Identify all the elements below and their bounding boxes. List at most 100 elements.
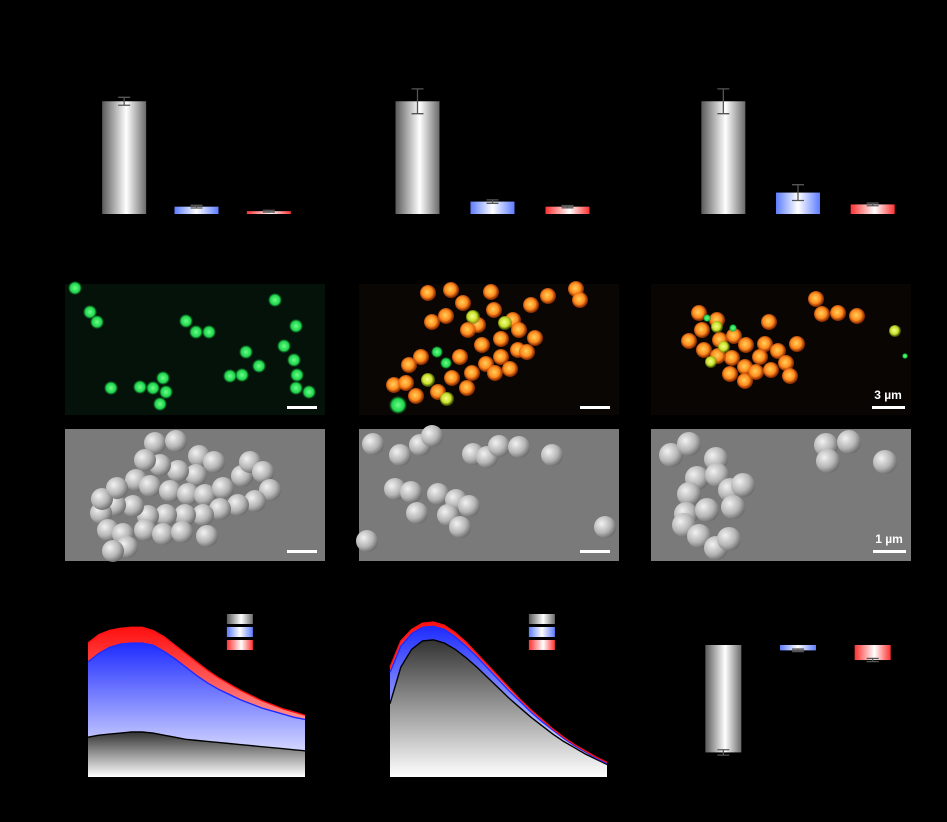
cell	[486, 302, 502, 318]
cell	[277, 339, 291, 353]
cell	[761, 314, 777, 330]
cell	[814, 306, 830, 322]
cell	[179, 314, 193, 328]
cell	[849, 308, 865, 324]
cell	[789, 336, 805, 352]
fluorescence-scale-label: 3 µm	[874, 388, 902, 402]
cell	[440, 357, 452, 369]
cell	[431, 346, 443, 358]
cell	[389, 396, 407, 414]
scale-bar	[287, 406, 317, 409]
legend-swatch-1	[529, 627, 555, 637]
cell	[572, 292, 588, 308]
cell	[902, 353, 908, 359]
cell	[189, 325, 203, 339]
cell	[134, 449, 156, 471]
cell	[156, 371, 170, 385]
sem-image-control	[65, 429, 325, 562]
cell	[398, 375, 414, 391]
cell	[705, 356, 717, 368]
cell	[717, 527, 741, 551]
area-chart-bottom-middle	[390, 614, 607, 777]
cell	[677, 432, 701, 456]
cell	[223, 369, 237, 383]
cell	[519, 344, 535, 360]
cell	[830, 305, 846, 321]
cell	[252, 359, 266, 373]
cell	[729, 324, 737, 332]
cell	[541, 444, 563, 466]
cell	[474, 337, 490, 353]
legend-swatch-1	[227, 627, 253, 637]
cell	[487, 365, 503, 381]
cell	[90, 315, 104, 329]
cell	[466, 310, 480, 324]
bar-control	[102, 101, 146, 214]
bar-control	[705, 645, 741, 752]
cell	[483, 284, 499, 300]
fluorescence-image-red: 3 µm	[651, 284, 911, 415]
legend-swatch-0	[227, 614, 253, 624]
legend	[227, 614, 253, 650]
fluorescence-image-blue	[359, 281, 619, 415]
cell	[460, 322, 476, 338]
bar-chart-bottom-right	[705, 645, 890, 755]
cell	[406, 502, 428, 524]
fluorescence-image-control	[65, 281, 325, 415]
cell	[498, 316, 512, 330]
scale-bar	[580, 406, 610, 409]
cell	[695, 498, 719, 522]
cell	[459, 380, 475, 396]
legend	[529, 614, 555, 650]
cell	[458, 495, 480, 517]
cell	[203, 451, 225, 473]
scale-bar	[580, 550, 610, 553]
cell	[106, 477, 128, 499]
cell	[738, 337, 754, 353]
cell	[748, 364, 764, 380]
cell	[290, 368, 304, 382]
cell	[289, 381, 303, 395]
sem-image-red: 1 µm	[651, 429, 911, 561]
cell	[540, 288, 556, 304]
cell	[421, 425, 443, 447]
cell	[408, 388, 424, 404]
bar-chart-top-middle	[396, 89, 590, 214]
cell	[696, 342, 712, 358]
sem-image-blue	[356, 425, 619, 561]
cell	[527, 330, 543, 346]
cell	[438, 308, 454, 324]
cell	[508, 436, 530, 458]
cell	[356, 530, 378, 552]
cell	[400, 481, 422, 503]
cell	[782, 368, 798, 384]
cell	[718, 341, 730, 353]
cell	[102, 540, 124, 562]
bar-control	[701, 101, 745, 214]
area-series-0	[390, 640, 607, 777]
scale-bar	[873, 550, 906, 553]
cell	[152, 523, 174, 545]
cell	[752, 349, 768, 365]
cell	[289, 319, 303, 333]
cell	[104, 381, 118, 395]
cell	[146, 381, 160, 395]
bar-control	[396, 101, 440, 214]
cell	[493, 331, 509, 347]
cell	[449, 516, 471, 538]
cell	[488, 435, 510, 457]
bar-chart-top-left	[102, 97, 291, 214]
legend-swatch-2	[529, 640, 555, 650]
scale-bar	[287, 550, 317, 553]
cell	[212, 477, 234, 499]
bar-chart-top-right	[701, 89, 894, 214]
cell	[362, 433, 384, 455]
scale-bar	[872, 406, 905, 409]
cell	[165, 430, 187, 452]
cell	[235, 368, 249, 382]
cell	[196, 525, 218, 547]
cell	[594, 516, 616, 538]
legend-swatch-2	[227, 640, 253, 650]
cell	[721, 495, 745, 519]
